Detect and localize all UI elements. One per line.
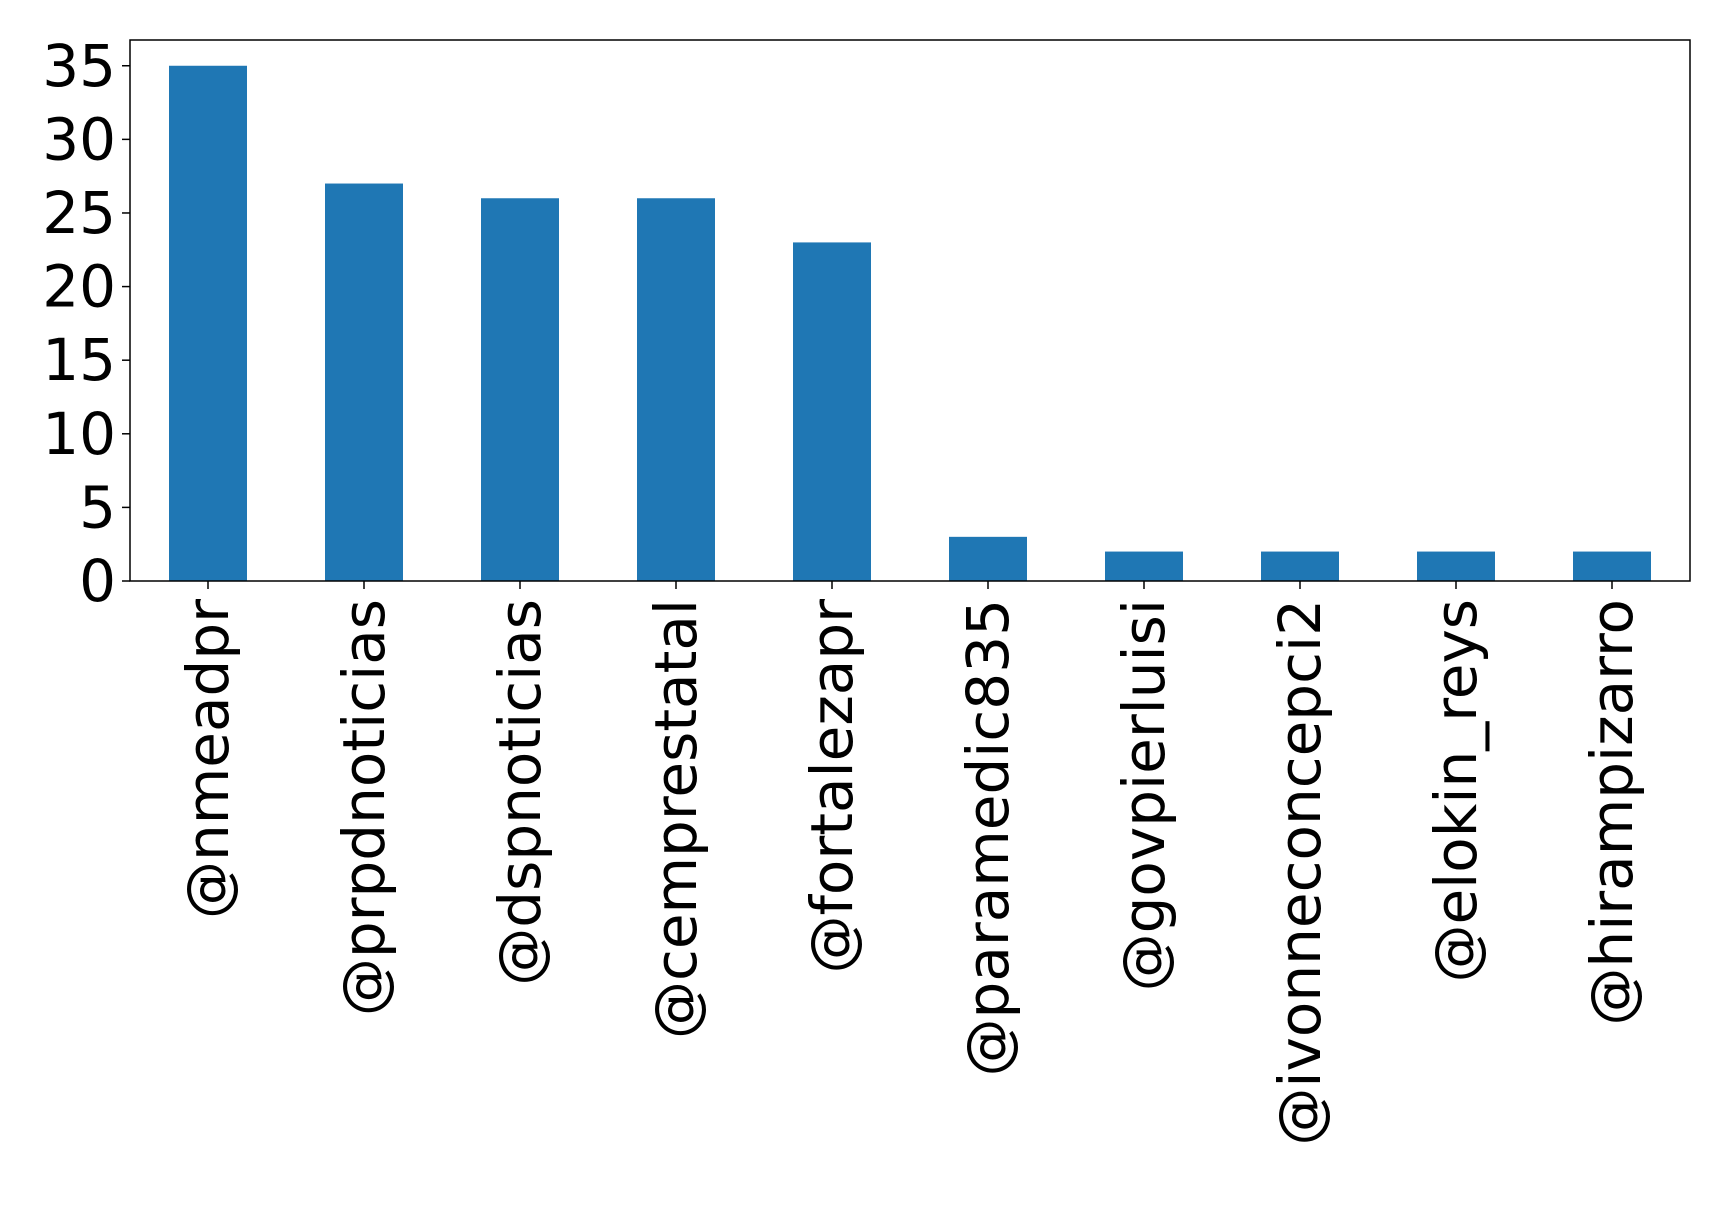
bar-fortalezapr [793, 242, 871, 581]
y-tick-label: 5 [79, 473, 116, 541]
bar-prpdnoticias [325, 183, 403, 581]
x-tick-label: @govpierluisi [1110, 599, 1178, 991]
x-tick-label: @hirampizarro [1578, 599, 1646, 1026]
x-tick-label: @cemprestatal [642, 599, 710, 1039]
y-tick-label: 30 [42, 105, 116, 173]
y-tick-label: 20 [42, 253, 116, 321]
x-tick-label: @elokin_reys [1422, 599, 1490, 983]
x-tick-label: @ivonneconcepci2 [1266, 599, 1334, 1146]
y-tick-label: 15 [42, 326, 116, 394]
y-tick-label: 0 [79, 547, 116, 615]
bar-hirampizarro [1573, 551, 1651, 581]
bar-nmeadpr [169, 65, 247, 581]
bars-group [169, 65, 1651, 581]
y-tick-label: 25 [42, 179, 116, 247]
x-tick-label: @dspnoticias [486, 599, 554, 986]
y-tick-label: 35 [42, 32, 116, 100]
bar-cemprestatal [637, 198, 715, 581]
bar-paramedic835 [949, 536, 1027, 581]
x-tick-label: @prpdnoticias [330, 599, 398, 1016]
y-tick-label: 10 [42, 400, 116, 468]
x-tick-label: @paramedic835 [954, 599, 1022, 1076]
bar-ivonneconcepci2 [1261, 551, 1339, 581]
plot-frame [129, 39, 1691, 582]
x-tick-label: @nmeadpr [174, 599, 242, 919]
bar-elokin-reys [1417, 551, 1495, 581]
bar-govpierluisi [1105, 551, 1183, 581]
x-tick-label: @fortalezapr [798, 599, 866, 974]
bar-dspnoticias [481, 198, 559, 581]
x-axis: @nmeadpr @prpdnoticias @dspnoticias @cempre… [174, 581, 1646, 1146]
